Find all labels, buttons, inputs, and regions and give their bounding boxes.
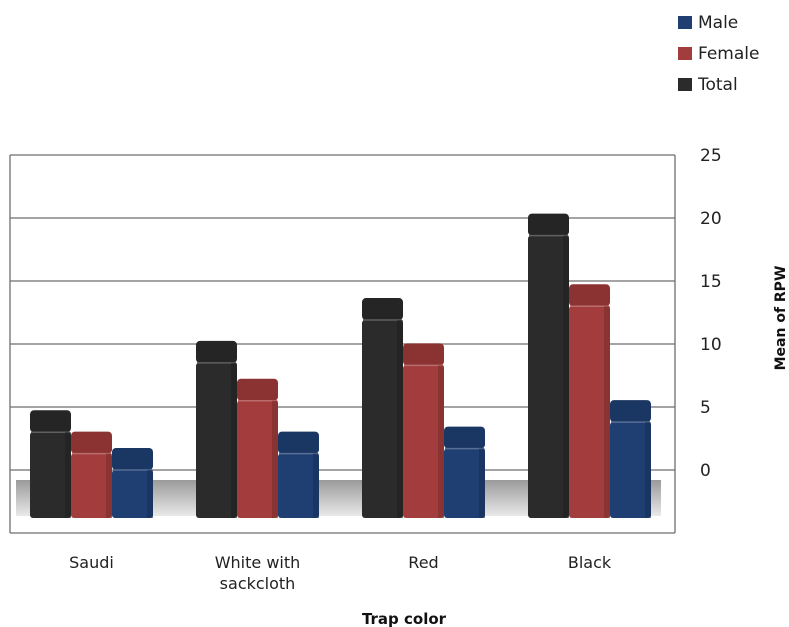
bar-female xyxy=(403,343,444,518)
legend-item-male: Male xyxy=(678,13,738,33)
bar-total xyxy=(30,410,71,518)
y-tick-label: 0 xyxy=(700,461,711,481)
bar-total xyxy=(362,298,403,518)
y-tick-label: 5 xyxy=(700,398,711,418)
y-tick-label: 15 xyxy=(700,272,722,292)
x-tick-label: Red xyxy=(408,553,438,572)
x-tick-label: Saudi xyxy=(69,553,114,572)
y-tick-label: 10 xyxy=(700,335,722,355)
bar-male xyxy=(444,426,485,518)
bar-male xyxy=(278,431,319,518)
legend-item-total: Total xyxy=(678,75,738,95)
x-axis-title: Trap color xyxy=(362,610,447,627)
legend: Male Female Total xyxy=(678,13,759,95)
bar-female xyxy=(237,378,278,518)
bar-female xyxy=(569,284,610,518)
gridlines xyxy=(9,154,676,534)
bar-total xyxy=(528,213,569,518)
x-axis-ticks: Saudi White with sackcloth Red Black xyxy=(69,553,612,593)
y-tick-label: 25 xyxy=(700,146,722,166)
y-axis-ticks: 0 5 10 15 20 25 xyxy=(700,146,722,481)
legend-swatch xyxy=(678,78,692,91)
y-axis-title: Mean of RPW xyxy=(773,266,789,371)
legend-label: Total xyxy=(697,75,738,95)
legend-label: Female xyxy=(698,44,759,64)
x-tick-label: Black xyxy=(568,553,612,572)
legend-label: Male xyxy=(698,13,738,33)
bar-total xyxy=(196,340,237,518)
bar-male xyxy=(112,448,153,518)
legend-item-female: Female xyxy=(678,44,759,64)
legend-swatch xyxy=(678,47,692,60)
bar-male xyxy=(610,400,651,518)
y-tick-label: 20 xyxy=(700,209,722,229)
bars xyxy=(30,213,651,518)
x-tick-label: White with sackcloth xyxy=(215,553,301,593)
bar-female xyxy=(71,431,112,518)
legend-swatch xyxy=(678,16,692,29)
